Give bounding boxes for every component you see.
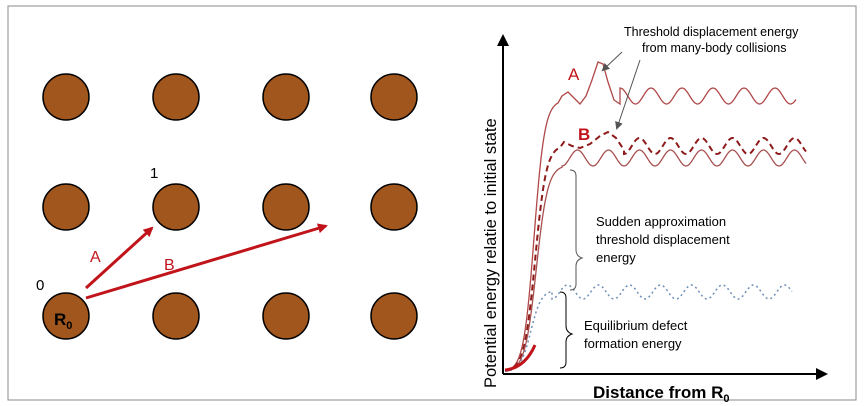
annotation-sudden-approx: Sudden approximation threshold displacem… — [596, 214, 733, 265]
energy-curves — [504, 61, 807, 373]
origin-atom-label: R0 — [54, 310, 72, 332]
brace-equilibrium — [559, 291, 574, 369]
annotation-threshold-many-body: Threshold displacement energy from many-… — [624, 25, 802, 55]
curve-equilibrium — [504, 284, 793, 373]
brace-sudden — [569, 169, 584, 291]
jump-label-b: B — [164, 257, 175, 274]
lattice-atom-r0-c3 — [370, 73, 418, 121]
lattice-atom-r2-c2 — [262, 292, 310, 340]
x-axis-label: Distance from R0 — [593, 383, 730, 405]
lattice-atom-r0-c1 — [152, 73, 200, 121]
site-label-target: 1 — [150, 165, 158, 182]
lattice-atom-r2-c0 — [42, 292, 90, 340]
lattice-atom-r2-c3 — [370, 292, 418, 340]
jump-arrow-b — [85, 223, 328, 300]
curve-b — [504, 130, 807, 373]
lattice-atom-r1-c1 — [152, 183, 200, 231]
jump-label-a: A — [90, 249, 101, 266]
lattice-atom-r1-c2 — [262, 183, 310, 231]
site-label-origin: 0 — [36, 277, 44, 294]
lattice — [42, 73, 418, 340]
curve-initial-segment — [504, 344, 537, 372]
curve-sudden-approx — [504, 149, 807, 372]
lattice-atom-r0-c2 — [262, 73, 310, 121]
jump-arrow-a — [84, 226, 154, 290]
leader-line-a — [601, 51, 623, 72]
curve-label-b: B — [578, 125, 590, 144]
annotation-equilibrium: Equilibrium defect formation energy — [584, 318, 691, 351]
lattice-atom-r1-c0 — [42, 183, 90, 231]
lattice-atom-r0-c0 — [42, 73, 90, 121]
curve-label-a: A — [568, 65, 580, 84]
lattice-atom-r1-c3 — [370, 183, 418, 231]
figure-frame — [7, 5, 857, 401]
leader-line-b — [615, 59, 641, 130]
y-axis-label: Potential energy relatie to initial stat… — [482, 118, 500, 388]
curve-a — [504, 61, 797, 372]
lattice-atom-r2-c1 — [152, 292, 200, 340]
